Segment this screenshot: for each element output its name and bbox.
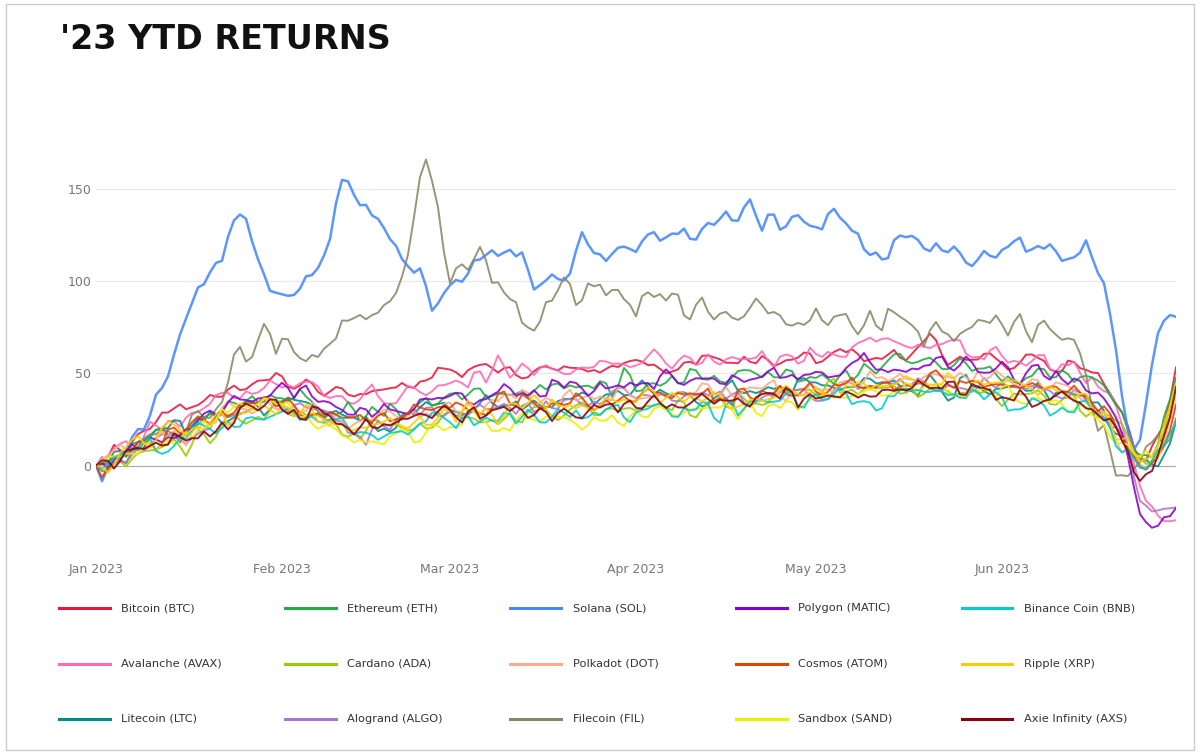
Text: Filecoin (FIL): Filecoin (FIL): [572, 714, 644, 724]
Text: Polygon (MATIC): Polygon (MATIC): [798, 603, 890, 613]
Text: Litecoin (LTC): Litecoin (LTC): [121, 714, 197, 724]
Text: Cardano (ADA): Cardano (ADA): [347, 658, 431, 669]
Text: Polkadot (DOT): Polkadot (DOT): [572, 658, 659, 669]
Text: Ripple (XRP): Ripple (XRP): [1024, 658, 1094, 669]
Text: Bitcoin (BTC): Bitcoin (BTC): [121, 603, 194, 613]
Text: Cosmos (ATOM): Cosmos (ATOM): [798, 658, 888, 669]
Text: Axie Infinity (AXS): Axie Infinity (AXS): [1024, 714, 1127, 724]
Text: '23 YTD RETURNS: '23 YTD RETURNS: [60, 23, 391, 56]
Text: Binance Coin (BNB): Binance Coin (BNB): [1024, 603, 1135, 613]
Text: Sandbox (SAND): Sandbox (SAND): [798, 714, 893, 724]
Text: Alogrand (ALGO): Alogrand (ALGO): [347, 714, 443, 724]
Text: Avalanche (AVAX): Avalanche (AVAX): [121, 658, 222, 669]
Text: Solana (SOL): Solana (SOL): [572, 603, 646, 613]
Text: Ethereum (ETH): Ethereum (ETH): [347, 603, 438, 613]
